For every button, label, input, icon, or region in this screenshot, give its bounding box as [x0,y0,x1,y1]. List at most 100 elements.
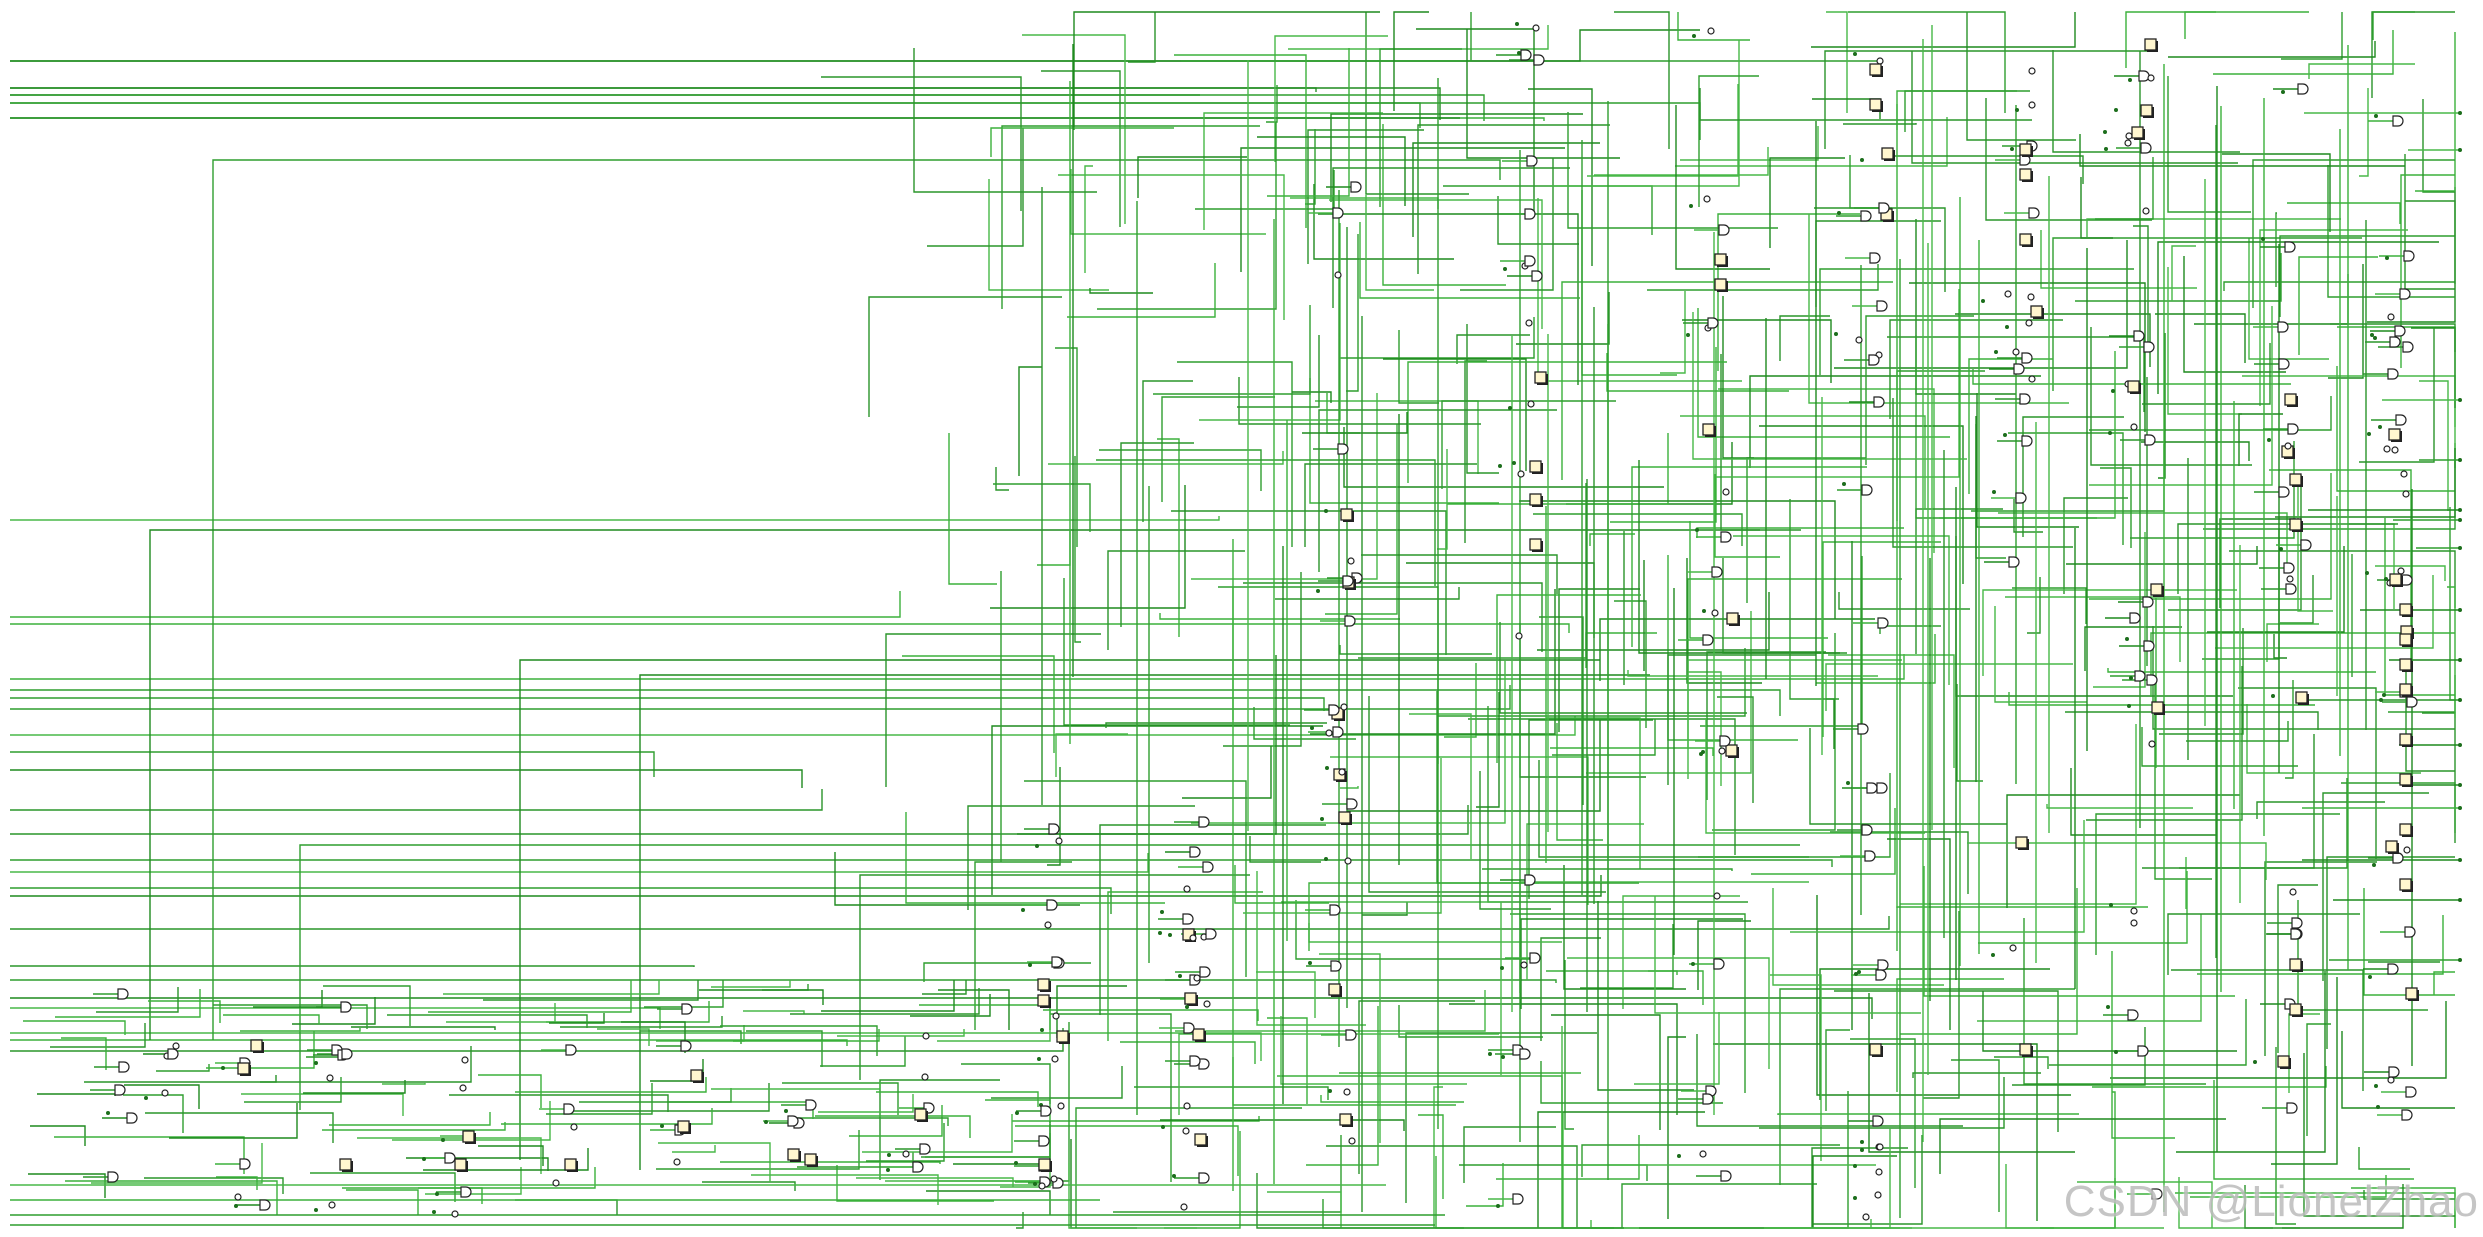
wire [658,1142,771,1182]
wire [1599,618,1875,681]
and-gate [1051,956,1063,968]
wire [1606,353,1789,392]
wire [1383,358,1527,471]
wire [1024,780,1247,977]
and-gate [2395,414,2407,426]
junction-dot [2111,389,2115,393]
inverter-bubble [1525,319,1533,327]
junction-dot [1695,528,1699,532]
wire [549,1013,605,1024]
junction-dot [1310,726,1314,730]
and-gate [1524,208,1536,220]
junction-dot [1692,34,1696,38]
junction-dot [2458,148,2462,152]
and-gate [239,1158,251,1170]
wire [1567,957,1770,1069]
wire [1722,296,1754,459]
wire [1075,1107,1302,1228]
wire [1178,1033,1499,1115]
wire [2363,888,2455,996]
wire [10,887,1112,914]
wire [1759,1077,2005,1129]
and-gate [1531,270,1543,282]
wire [1099,449,1262,491]
wire [961,1063,1051,1104]
and-gate [1720,531,1732,543]
wire [1466,324,1499,474]
junction-dot [2365,571,2369,575]
wire [922,980,967,995]
junction-dot [1021,908,1025,912]
wire [1764,1128,1891,1229]
wire [1819,968,2050,1100]
junction-dot [314,1061,318,1065]
and-gate [1861,824,1873,836]
inverter-bubble [1876,57,1884,65]
wire [322,1122,506,1131]
wire [1597,901,1694,1091]
inverter-bubble [1340,703,1348,711]
wire [418,1167,596,1189]
wire [213,1004,368,1029]
flip-flop [2399,823,2412,836]
junction-dot [1320,817,1324,821]
junction-dot [2374,1084,2378,1088]
wire [1677,12,1750,41]
junction-dot [2458,111,2462,115]
junction-dot [1853,1164,1857,1168]
and-gate [2146,674,2158,686]
flip-flop [2019,1043,2032,1056]
and-gate [2405,1086,2417,1098]
inverter-bubble [2025,319,2033,327]
wire [560,1016,723,1028]
wire [656,1130,860,1170]
wire [1994,606,2087,703]
wire [299,844,1800,1110]
inverter-bubble [2142,207,2150,215]
flip-flop [804,1153,817,1166]
wire-layer [10,11,2460,1229]
wire [1825,663,2073,711]
wire [1449,1003,1678,1115]
wire [2040,1178,2116,1229]
flip-flop [462,1130,475,1143]
wire [10,769,803,788]
inverter-bubble [1713,892,1721,900]
junction-dot [2104,147,2108,151]
wire [2372,11,2415,40]
and-gate [2401,1109,2413,1121]
wire [1889,155,2084,184]
wire [10,654,1905,680]
flip-flop [1725,744,1738,757]
wire [1610,347,1717,523]
wire [821,980,955,1012]
wire [1134,1086,1329,1100]
wire [2341,782,2456,833]
junction-dot [2127,704,2131,708]
wire [1971,444,2165,512]
wire [2341,1031,2455,1109]
wire [1909,282,2146,432]
wire [862,1114,1013,1153]
flip-flop [2388,428,2401,441]
flip-flop [339,1158,352,1171]
inverter-bubble [2402,490,2410,498]
wire [1528,719,1653,899]
and-gate [2285,583,2297,595]
inverter-bubble [2387,313,2395,321]
wire [1174,54,1307,228]
and-gate [2287,423,2299,435]
wire [1647,264,1879,291]
wire [2052,237,2362,391]
inverter-bubble [2130,907,2138,915]
wire [2213,1080,2414,1180]
inverter-bubble [1855,336,1863,344]
wire [1358,1000,1475,1174]
wire [2107,668,2376,673]
wire [1699,88,2032,121]
junction-dot [1691,962,1695,966]
wire [1070,169,1266,235]
wire [2287,202,2401,224]
